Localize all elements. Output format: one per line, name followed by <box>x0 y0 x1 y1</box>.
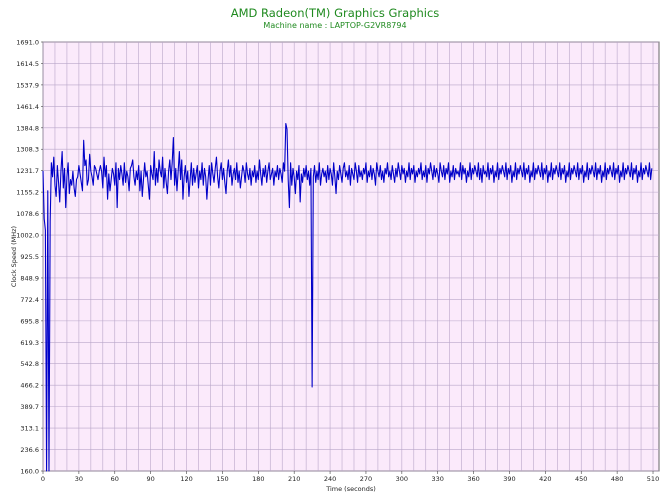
x-tick-label: 330 <box>432 475 444 483</box>
y-tick-label: 160.0 <box>20 468 39 476</box>
x-tick-label: 120 <box>180 475 192 483</box>
y-tick-label: 466.2 <box>20 382 39 390</box>
y-tick-label: 236.6 <box>20 446 39 454</box>
y-tick-label: 389.7 <box>20 403 39 411</box>
x-tick-label: 360 <box>467 475 479 483</box>
y-tick-label: 619.3 <box>20 339 39 347</box>
chart-title: AMD Radeon(TM) Graphics Graphics <box>230 6 440 20</box>
y-tick-label: 1002.0 <box>16 232 39 240</box>
y-tick-label: 772.4 <box>20 296 39 304</box>
x-tick-label: 240 <box>324 475 336 483</box>
y-tick-label: 695.8 <box>20 317 39 325</box>
x-tick-label: 420 <box>539 475 551 483</box>
y-tick-label: 1231.7 <box>16 167 39 175</box>
x-tick-label: 210 <box>288 475 300 483</box>
y-tick-label: 925.5 <box>20 253 39 261</box>
y-tick-label: 1155.2 <box>16 189 39 197</box>
y-tick-label: 1691.0 <box>16 39 39 47</box>
y-tick-label: 1614.5 <box>16 60 39 68</box>
y-tick-label: 848.9 <box>20 274 39 282</box>
x-tick-label: 90 <box>147 475 155 483</box>
x-tick-label: 390 <box>503 475 515 483</box>
x-tick-label: 270 <box>360 475 372 483</box>
y-tick-label: 1384.8 <box>16 124 39 132</box>
x-axis-title: Time (seconds) <box>325 485 376 493</box>
x-tick-label: 300 <box>396 475 408 483</box>
y-tick-label: 1078.6 <box>16 210 39 218</box>
y-tick-label: 542.8 <box>20 360 39 368</box>
x-tick-label: 30 <box>75 475 83 483</box>
x-tick-label: 180 <box>252 475 264 483</box>
y-tick-label: 1537.9 <box>16 81 39 89</box>
y-tick-label: 313.1 <box>20 425 39 433</box>
x-tick-label: 60 <box>111 475 119 483</box>
y-tick-label: 1308.3 <box>16 146 39 154</box>
clock-speed-series-line <box>42 122 653 472</box>
x-tick-label: 150 <box>216 475 228 483</box>
x-tick-label: 0 <box>41 475 45 483</box>
y-axis-title: Clock Speed (MHz) <box>10 226 18 287</box>
x-tick-label: 450 <box>575 475 587 483</box>
x-tick-label: 480 <box>611 475 623 483</box>
y-tick-label: 1461.4 <box>16 103 39 111</box>
x-tick-label: 510 <box>647 475 659 483</box>
chart-subtitle: Machine name : LAPTOP-G2VR8794 <box>263 21 407 30</box>
